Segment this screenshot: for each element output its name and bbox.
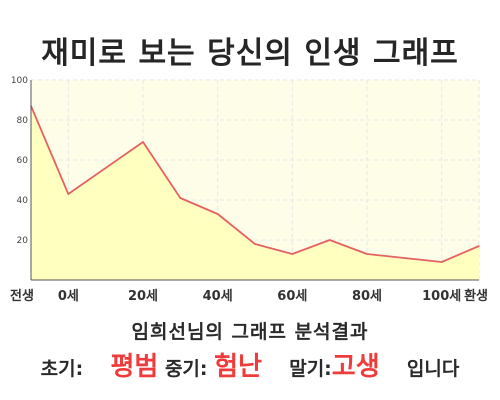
middle-label: 중기: (164, 358, 208, 380)
series-line (30, 105, 480, 263)
area-fill (31, 106, 479, 280)
middle-value: 험난 (214, 352, 262, 382)
data-point (403, 257, 406, 259)
data-point (440, 261, 443, 263)
data-point (366, 253, 368, 255)
y-tick-label: 60 (17, 156, 29, 166)
early-value: 평범 (110, 352, 159, 382)
y-tick-labels: 20 40 60 80 100 (11, 76, 28, 246)
y-tick-label: 40 (17, 196, 29, 206)
x-tick-label: 80세 (352, 289, 382, 304)
x-tick-labels: 전생 0세 20세 40세 60세 80세 100세 환생 (10, 288, 488, 304)
x-tick-label: 40세 (203, 289, 233, 304)
data-point (478, 245, 480, 247)
data-point (67, 193, 70, 195)
x-tick-label: 20세 (128, 289, 158, 304)
data-point (179, 197, 182, 199)
data-point (291, 253, 294, 255)
x-tick-label: 환생 (464, 288, 488, 304)
late-value: 고생 (331, 352, 380, 382)
analysis-result: 초기: 평범 중기: 험난 말기:고생 입니다 (0, 346, 500, 383)
data-point (254, 243, 256, 245)
x-tick-label: 100세 (422, 289, 461, 304)
y-tick-label: 20 (17, 236, 29, 246)
late-label: 말기: (289, 358, 332, 380)
early-label: 초기: (40, 358, 84, 380)
y-tick-label: 80 (17, 116, 29, 126)
data-point (216, 213, 219, 215)
ending-text: 입니다 (406, 358, 460, 380)
x-tick-label: 0세 (58, 289, 79, 304)
y-tick-label: 100 (11, 76, 28, 86)
data-point (142, 141, 144, 143)
x-tick-label: 전생 (10, 288, 34, 304)
x-tick-label: 60세 (277, 289, 307, 304)
data-point (328, 239, 331, 241)
chart-title: 재미로 보는 당신의 인생 그래프 (41, 36, 459, 71)
analysis-caption: 임희선님의 그래프 분석결과 (131, 321, 369, 343)
life-graph-chart: 20 40 60 80 100 전생 0세 20세 40세 60세 80세 100세 환생 (10, 76, 488, 304)
